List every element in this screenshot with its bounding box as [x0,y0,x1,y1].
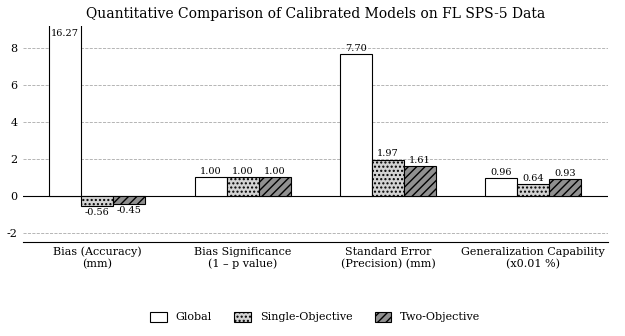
Legend: Global, Single-Objective, Two-Objective: Global, Single-Objective, Two-Objective [146,307,485,327]
Text: 1.00: 1.00 [264,167,286,176]
Text: 7.70: 7.70 [345,44,367,53]
Bar [518,184,549,196]
Text: 1.97: 1.97 [377,150,399,159]
Title: Quantitative Comparison of Calibrated Models on FL SPS-5 Data: Quantitative Comparison of Calibrated Mo… [86,7,545,21]
Bar [486,178,518,196]
Text: 0.93: 0.93 [554,169,576,178]
Bar [372,160,404,196]
Bar [81,196,113,206]
Text: -0.56: -0.56 [85,208,109,217]
Bar [113,196,145,204]
Bar [227,177,259,196]
Text: 16.27: 16.27 [51,29,79,38]
Bar [49,0,81,196]
Bar [259,177,291,196]
Bar [404,166,436,196]
Bar [194,177,227,196]
Bar [340,54,372,196]
Text: 0.96: 0.96 [491,168,512,177]
Bar [549,179,581,196]
Text: 1.00: 1.00 [232,167,253,176]
Text: 0.64: 0.64 [522,174,544,183]
Text: 1.61: 1.61 [409,156,431,165]
Text: 1.00: 1.00 [200,167,221,176]
Text: -0.45: -0.45 [117,206,142,215]
